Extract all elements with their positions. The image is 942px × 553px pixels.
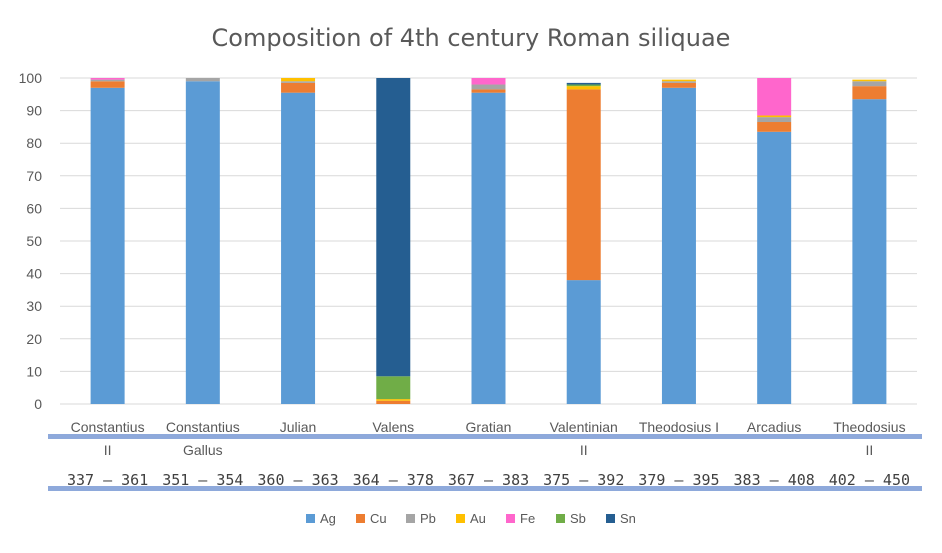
x-date-range-label: 360 – 363 — [257, 471, 338, 489]
bar-segment-fe — [757, 78, 792, 116]
y-tick-label: 70 — [26, 168, 42, 184]
legend-label: Cu — [370, 511, 387, 526]
bar-segment-ag — [852, 99, 887, 404]
legend-swatch-fe — [506, 514, 515, 523]
legend-label: Sn — [620, 511, 636, 526]
x-date-range-label: 402 – 450 — [829, 471, 910, 489]
legend-label: Sb — [570, 511, 586, 526]
bar-segment-ag — [281, 92, 316, 405]
bar-segment-pb — [471, 84, 506, 90]
bar-segment-ag — [471, 92, 506, 405]
legend-label: Au — [470, 511, 486, 526]
bar-segment-pb — [185, 78, 220, 82]
y-tick-label: 90 — [26, 103, 42, 119]
bar-segment-cu — [376, 400, 411, 404]
x-date-range-label: 379 – 395 — [638, 471, 719, 489]
bar-segment-cu — [471, 89, 506, 93]
y-tick-label: 20 — [26, 331, 42, 347]
bar-segment-sn — [566, 82, 601, 85]
bar-segment-ag — [661, 87, 696, 404]
bar-segment-sb — [376, 376, 411, 400]
y-tick-label: 10 — [26, 363, 42, 379]
x-date-range-label: 364 – 378 — [353, 471, 434, 489]
bar-segment-au — [566, 86, 601, 90]
x-category-label: Valentinian — [550, 419, 618, 435]
bar-segment-cu — [852, 86, 887, 100]
bar-segment-ag — [566, 280, 601, 404]
bar-segment-au — [281, 78, 316, 82]
bar-segment-cu — [566, 89, 601, 281]
category-band-top — [48, 434, 922, 439]
category-band-bottom — [48, 486, 922, 491]
bar-segment-sn — [376, 78, 411, 377]
x-date-range-label: 337 – 361 — [67, 471, 148, 489]
legend: Ag Cu Pb Au Fe Sb Sn — [306, 511, 636, 526]
bar-segment-ag — [185, 81, 220, 404]
x-axis: Constantius II 337 – 361 Constantius Gallus 3… — [48, 419, 922, 491]
legend-swatch-sb — [556, 514, 565, 523]
bar-segment-pb — [281, 81, 316, 83]
y-tick-label: 50 — [26, 233, 42, 249]
legend-swatch-pb — [406, 514, 415, 523]
legend-swatch-sn — [606, 514, 615, 523]
x-date-range-label: 367 – 383 — [448, 471, 529, 489]
y-tick-label: 0 — [34, 396, 42, 412]
x-category-label: Constantius — [71, 419, 145, 435]
bar-segment-cu — [661, 82, 696, 88]
bar-segment-au — [757, 115, 792, 118]
bar-segment-au — [852, 79, 887, 82]
x-category-label: Valens — [372, 419, 414, 435]
x-date-range-label: 351 – 354 — [162, 471, 243, 489]
legend-label: Fe — [520, 511, 535, 526]
x-date-range-label: 375 – 392 — [543, 471, 624, 489]
y-tick-label: 30 — [26, 298, 42, 314]
bar-segment-sb — [566, 84, 601, 87]
legend-label: Ag — [320, 511, 336, 526]
x-category-label: Constantius — [166, 419, 240, 435]
chart-title: Composition of 4th century Roman siliqua… — [212, 24, 731, 52]
legend-swatch-ag — [306, 514, 315, 523]
bar-segment-cu — [90, 81, 125, 88]
x-category-label: II — [580, 442, 588, 458]
y-tick-label: 40 — [26, 266, 42, 282]
bar-segment-cu — [757, 122, 792, 132]
y-axis: 0 10 20 30 40 50 60 70 80 90 100 — [19, 70, 43, 412]
x-date-range-label: 383 – 408 — [734, 471, 815, 489]
x-category-label: Gratian — [466, 419, 512, 435]
bar-segment-au — [376, 399, 411, 401]
x-category-label: II — [865, 442, 873, 458]
bars — [90, 78, 887, 405]
bar-segment-pb — [90, 79, 125, 82]
y-tick-label: 100 — [19, 70, 43, 86]
bar-segment-fe — [471, 78, 506, 85]
x-category-label: Theodosius I — [639, 419, 719, 435]
legend-swatch-au — [456, 514, 465, 523]
bar-segment-pb — [852, 81, 887, 87]
bar-segment-pb — [757, 117, 792, 123]
x-category-label: Arcadius — [747, 419, 801, 435]
bar-segment-ag — [757, 131, 792, 405]
x-category-label: Julian — [280, 419, 317, 435]
bar-segment-ag — [90, 87, 125, 404]
bar-segment-fe — [90, 78, 125, 80]
y-tick-label: 80 — [26, 135, 42, 151]
x-category-label: II — [104, 442, 112, 458]
legend-swatch-cu — [356, 514, 365, 523]
legend-label: Pb — [420, 511, 436, 526]
x-category-label: Gallus — [183, 442, 223, 458]
bar-segment-au — [661, 79, 696, 82]
bar-segment-cu — [281, 82, 316, 93]
x-category-label: Theodosius — [833, 419, 905, 435]
bar-segment-pb — [661, 81, 696, 83]
y-tick-label: 60 — [26, 200, 42, 216]
